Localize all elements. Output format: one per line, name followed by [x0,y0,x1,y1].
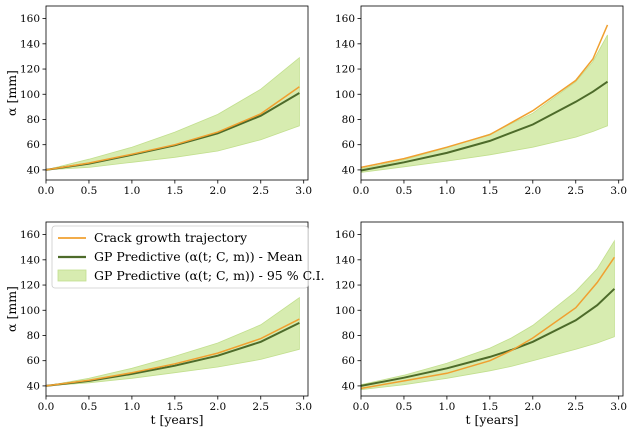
x-tick-label: 0.5 [81,185,98,197]
legend: Crack growth trajectory GP Predictive (α(… [51,225,325,289]
axes-frame [45,5,309,181]
x-tick-label: 0.5 [396,401,413,413]
x-tick-label: 0.5 [81,401,98,413]
legend-ci-swatch [57,269,87,282]
x-tick-label: 0.0 [38,185,55,197]
mean-line [360,80,609,172]
y-tick-label: 100 [335,305,355,317]
trajectory-line [45,86,300,171]
x-tick-label: 2.0 [524,401,541,413]
x-tick-label: 1.5 [167,401,184,413]
x-tick-label: 1.0 [124,185,141,197]
axes-frame [45,221,309,397]
trajectory-line [360,256,616,390]
y-axis-label: α [mm] [4,70,19,116]
x-tick-label: 1.5 [167,185,184,197]
legend-trajectory-label: Crack growth trajectory [94,230,248,245]
y-tick-label: 140 [20,254,40,266]
y-tick-label: 80 [27,330,40,342]
y-tick-label: 80 [27,114,40,126]
y-tick-label: 120 [20,64,40,76]
trajectory-line [360,24,609,169]
x-tick-label: 3.0 [295,401,312,413]
x-tick-label: 1.5 [482,401,499,413]
legend-ci-label: GP Predictive (α(t; C, m)) - 95 % C.I. [94,268,325,283]
y-tick-label: 60 [27,355,40,367]
y-tick-label: 40 [342,380,355,392]
x-tick-label: 0.0 [353,185,370,197]
axes-frame [360,5,624,181]
trajectory-line [45,318,300,387]
y-tick-label: 120 [335,64,355,76]
y-tick-label: 140 [20,38,40,50]
y-tick-label: 120 [335,280,355,292]
panel-bottom-right: 0.0 0.5 1.0 1.5 2.0 2.5 3.0 40 60 80 100 120 140 160 t… [335,221,627,427]
panel-top-right: 0.0 0.5 1.0 1.5 2.0 2.5 3.0 40 60 80 100 120 140 160 [335,5,627,197]
y-tick-label: 140 [335,38,355,50]
x-tick-label: 2.0 [209,401,226,413]
x-tick-label: 3.0 [295,185,312,197]
y-tick-label: 100 [335,89,355,101]
x-axis-label: t [years] [465,412,518,427]
y-tick-label: 100 [20,305,40,317]
x-tick-label: 0.5 [396,185,413,197]
y-tick-label: 140 [335,254,355,266]
x-tick-label: 1.0 [124,401,141,413]
y-tick-label: 100 [20,89,40,101]
x-axis-label: t [years] [150,412,203,427]
y-tick-label: 40 [27,164,40,176]
ci-band [360,239,615,391]
x-tick-label: 2.5 [567,185,584,197]
x-tick-label: 2.5 [252,401,269,413]
x-tick-label: 3.0 [610,401,627,413]
y-axis-label: α [mm] [4,286,19,332]
y-tick-label: 160 [20,13,40,25]
y-tick-label: 60 [342,139,355,151]
y-tick-label: 160 [335,229,355,241]
x-tick-label: 2.5 [567,401,584,413]
y-tick-label: 60 [342,355,355,367]
x-tick-label: 1.0 [439,185,456,197]
y-tick-label: 160 [20,229,40,241]
legend-box [51,225,309,289]
legend-mean-label: GP Predictive (α(t; C, m)) - Mean [94,249,303,264]
y-tick-label: 80 [342,330,355,342]
y-tick-label: 160 [335,13,355,25]
x-tick-label: 0.0 [38,401,55,413]
panel-top-left: 0.0 0.5 1.0 1.5 2.0 2.5 3.0 40 60 80 100 120 140 160 α… [4,5,312,197]
y-tick-label: 40 [27,380,40,392]
axes-frame [360,221,624,397]
y-tick-label: 60 [27,139,40,151]
x-tick-label: 1.0 [439,401,456,413]
y-tick-label: 80 [342,114,355,126]
x-tick-label: 2.0 [209,185,226,197]
y-tick-label: 40 [342,164,355,176]
ci-band [45,56,300,171]
panel-bottom-left: 0.0 0.5 1.0 1.5 2.0 2.5 3.0 40 60 80 100 120 140 160 α… [4,221,312,427]
y-tick-label: 120 [20,280,40,292]
x-tick-label: 2.5 [252,185,269,197]
x-tick-label: 0.0 [353,401,370,413]
x-tick-label: 2.0 [524,185,541,197]
x-tick-label: 3.0 [610,185,627,197]
x-tick-label: 1.5 [482,185,499,197]
